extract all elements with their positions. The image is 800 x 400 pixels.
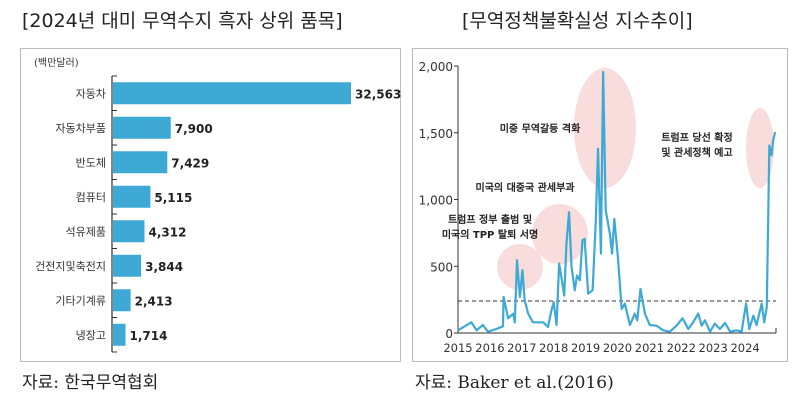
x-tick-label: 2019 — [571, 341, 600, 355]
y-tick-label: 500 — [430, 260, 453, 274]
annotation-text: 트럼프 당선 확정 — [661, 131, 732, 144]
index-line — [457, 70, 777, 333]
y-tick-label: 1,000 — [419, 194, 453, 208]
unit-label: (백만달러) — [34, 57, 79, 69]
x-tick-label: 2018 — [539, 341, 568, 355]
annotation-text: 트럼프 정부 출범 및 — [448, 213, 532, 226]
bar — [113, 116, 171, 139]
y-tick-label: 0 — [445, 327, 453, 341]
highlight-ellipse — [497, 244, 543, 290]
x-tick-label: 2022 — [667, 341, 696, 355]
x-tick-label: 2021 — [635, 341, 664, 355]
x-tick-label: 2020 — [603, 341, 632, 355]
category-label: 기타기계류 — [55, 294, 106, 307]
left-chart-source: 자료: 한국무역협회 — [22, 373, 159, 393]
category-label: 컴퓨터 — [76, 191, 106, 204]
bar — [113, 151, 168, 174]
x-tick-label: 2023 — [699, 341, 728, 355]
category-label: 냉장고 — [76, 329, 106, 342]
annotation-text: 및 관세정책 예고 — [661, 146, 732, 159]
value-label: 2,413 — [135, 294, 173, 308]
bar — [113, 220, 145, 243]
annotation-text: 미국의 대중국 관세부과 — [476, 181, 576, 194]
bar — [113, 185, 151, 208]
x-tick-label: 2017 — [507, 341, 536, 355]
bar — [113, 82, 351, 105]
x-tick-label: 2015 — [443, 341, 472, 355]
left-chart-title: [2024년 대미 무역수지 흑자 상위 품목] — [22, 10, 343, 32]
highlight-ellipse — [532, 204, 588, 264]
category-label: 건전지및축전지 — [35, 260, 106, 273]
x-tick-label: 2024 — [730, 341, 759, 355]
y-tick-label: 1,500 — [419, 127, 453, 141]
category-label: 반도체 — [76, 156, 106, 169]
value-label: 7,429 — [171, 156, 209, 170]
right-chart-source: 자료: Baker et al.(2016) — [415, 373, 614, 393]
value-label: 1,714 — [130, 329, 168, 343]
right-chart-panel — [412, 48, 788, 362]
value-label: 4,312 — [149, 225, 187, 239]
highlight-ellipse — [746, 108, 774, 188]
bar — [113, 254, 142, 277]
category-label: 자동차 — [76, 87, 106, 100]
bar — [113, 323, 126, 346]
category-label: 자동차부품 — [55, 122, 106, 135]
annotation-text: 미중 무역갈등 격화 — [500, 122, 581, 135]
value-label: 3,844 — [145, 260, 183, 274]
right-chart-title: [무역정책불확실성 지수추이] — [462, 10, 693, 32]
annotation-text: 미국의 TPP 탈퇴 서명 — [442, 228, 538, 241]
y-tick-label: 2,000 — [419, 60, 453, 74]
category-label: 석유제품 — [66, 225, 106, 238]
value-label: 32,563 — [355, 87, 401, 101]
x-tick-label: 2016 — [475, 341, 504, 355]
value-label: 7,900 — [175, 122, 213, 136]
bar — [113, 289, 131, 312]
value-label: 5,115 — [154, 191, 192, 205]
left-chart-panel — [20, 48, 401, 362]
